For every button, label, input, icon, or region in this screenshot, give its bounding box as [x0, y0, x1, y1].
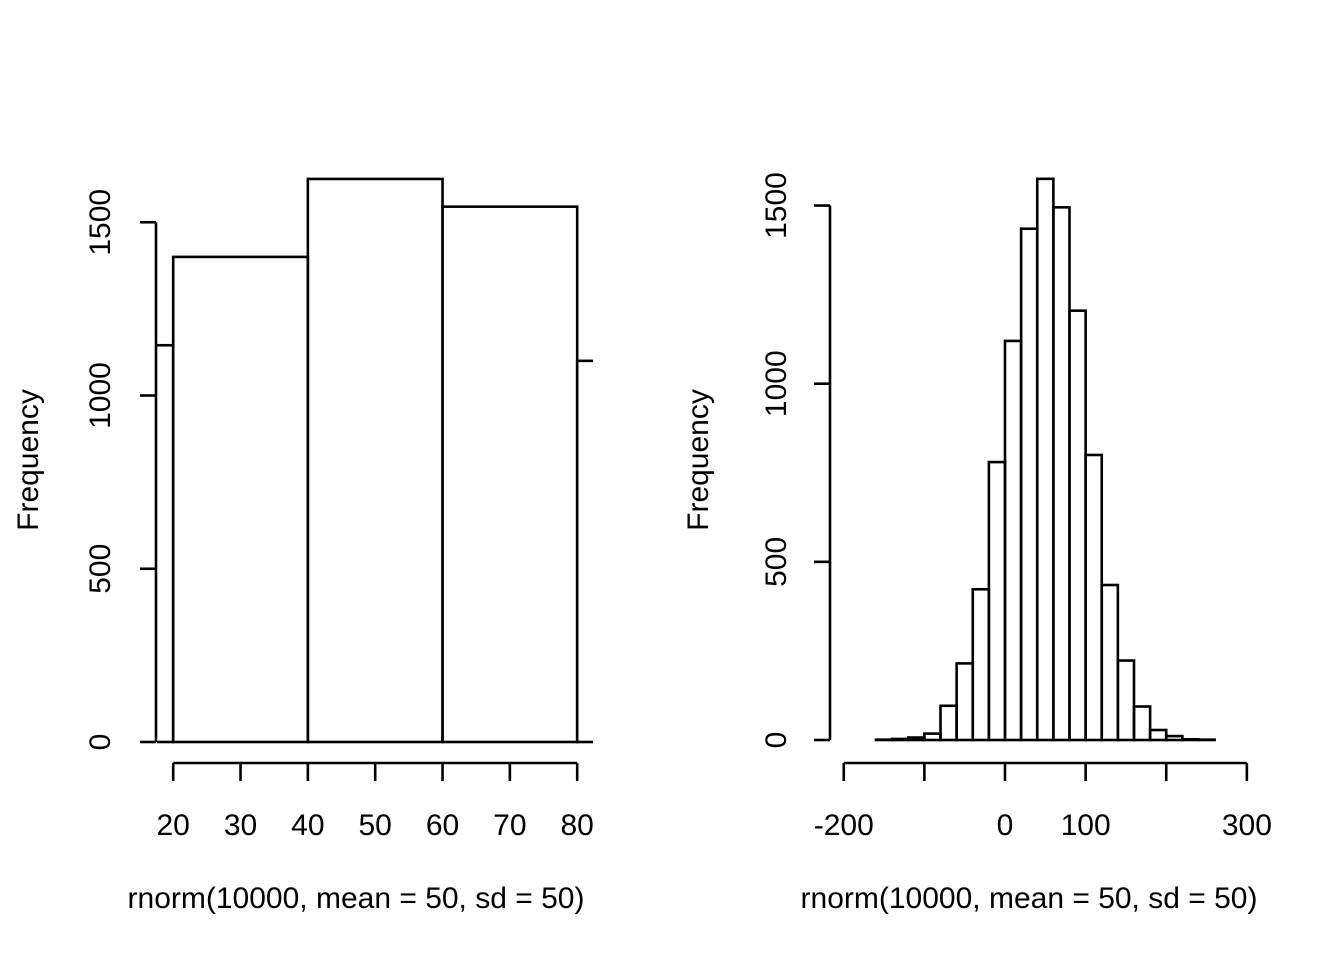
left-bars-group [157, 177, 593, 744]
right-histogram-bar [1181, 737, 1200, 742]
right-histogram-bar [923, 732, 942, 742]
left-y-tick-label: 1500 [84, 189, 117, 256]
left-histogram: 0 500 1000 1500 20 30 40 50 60 70 80 rnorm(10000, m… [12, 177, 594, 915]
left-x-axis-title: rnorm(10000, mean = 50, sd = 50) [128, 882, 585, 915]
right-bars-group [874, 177, 1216, 742]
right-histogram-bar [1148, 728, 1168, 742]
right-y-tick-label: 1500 [760, 172, 793, 239]
right-histogram-bar [1035, 177, 1055, 742]
right-x-tick-label: 0 [997, 809, 1014, 842]
left-x-tick-label: 20 [157, 809, 190, 842]
right-y-axis-title: Frequency [682, 389, 715, 531]
right-histogram-bar [1003, 339, 1023, 742]
right-y-tick-label: 0 [760, 732, 793, 749]
right-x-tick-label: 300 [1222, 809, 1272, 842]
right-histogram-bar [971, 587, 991, 742]
left-x-tick-label: 50 [359, 809, 392, 842]
right-histogram-bar [955, 662, 975, 742]
right-x-tick-label: 100 [1061, 809, 1111, 842]
right-histogram-bar [987, 460, 1007, 742]
right-histogram-bar [1019, 227, 1039, 742]
right-histogram-bar [1068, 309, 1087, 742]
right-y-tick-label: 1000 [760, 350, 793, 417]
right-histogram: 0 500 1000 1500 -200 0 100 300 rnorm(10000, mean… [682, 172, 1272, 915]
left-y-axis-title: Frequency [12, 389, 45, 531]
right-histogram-bar [906, 736, 926, 742]
left-x-tick-label: 70 [493, 809, 526, 842]
left-x-tick-label: 40 [291, 809, 324, 842]
left-histogram-bar [171, 255, 310, 744]
right-x-tick-label: -200 [814, 809, 874, 842]
right-histogram-bar [890, 737, 910, 742]
left-histogram-bar [306, 177, 444, 744]
left-y-tick-label: 1000 [84, 362, 117, 429]
left-histogram-bar [575, 359, 593, 744]
left-x-tick-label: 60 [426, 809, 459, 842]
right-histogram-bar [1132, 705, 1152, 742]
right-histogram-bar [1084, 453, 1104, 742]
right-x-axis-title: rnorm(10000, mean = 50, sd = 50) [801, 882, 1258, 915]
right-histogram-bar [1052, 206, 1071, 742]
left-histogram-bar [441, 205, 579, 744]
right-histogram-bar [1100, 583, 1120, 742]
right-histogram-bar [939, 704, 958, 742]
left-y-tick-label: 500 [84, 544, 117, 594]
left-x-tick-label: 80 [561, 809, 594, 842]
left-y-tick-label: 0 [84, 734, 117, 751]
right-histogram-bar [1116, 659, 1136, 742]
left-x-tick-label: 30 [224, 809, 257, 842]
right-histogram-bar [1164, 734, 1184, 742]
right-y-tick-label: 500 [760, 537, 793, 587]
